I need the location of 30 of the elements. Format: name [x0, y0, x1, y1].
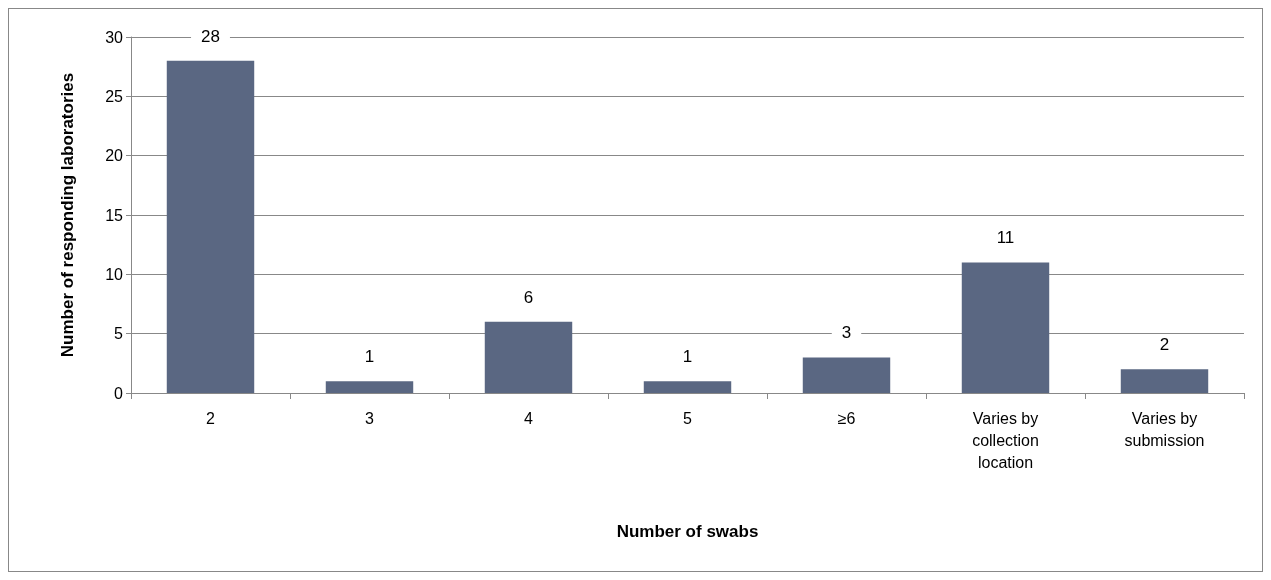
data-label: 2	[1159, 335, 1170, 355]
y-tick-label: 25	[105, 87, 124, 105]
bar	[1120, 369, 1209, 393]
x-tick-label: Varies by collection location	[972, 409, 1039, 471]
x-tick-label: 5	[683, 409, 693, 427]
y-tick-label: 0	[114, 384, 124, 402]
x-tick-label: 2	[206, 409, 216, 427]
data-label: 1	[682, 347, 693, 367]
y-tick-label: 15	[105, 206, 124, 224]
y-axis-title: Number of responding laboratories	[58, 72, 77, 358]
y-tick-label: 5	[114, 325, 124, 343]
data-label: 3	[841, 323, 852, 343]
bar	[802, 357, 891, 393]
bar	[643, 381, 732, 393]
bar	[166, 60, 255, 393]
x-tick-label: 4	[524, 409, 534, 427]
x-axis-title: Number of swabs	[616, 522, 759, 541]
x-tick-label: ≥6	[837, 409, 856, 427]
y-tick-label: 20	[105, 147, 124, 165]
y-tick-label: 10	[105, 265, 124, 283]
data-label: 1	[364, 347, 375, 367]
bar	[325, 381, 414, 393]
bar	[961, 262, 1050, 393]
data-label: 6	[523, 287, 534, 307]
data-label: 11	[996, 228, 1015, 248]
x-tick-label: 3	[365, 409, 375, 427]
y-tick-label: 30	[105, 28, 124, 46]
data-label: 28	[201, 26, 220, 46]
x-tick-label: Varies by submission	[1124, 409, 1205, 449]
bar	[484, 321, 573, 393]
